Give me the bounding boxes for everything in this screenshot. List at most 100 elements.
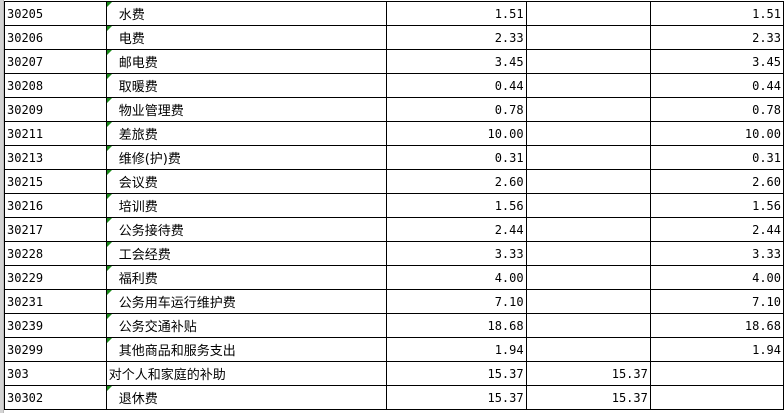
cell-amount-project[interactable]	[649, 361, 784, 386]
cell-name[interactable]: 邮电费	[105, 49, 387, 74]
cell-code[interactable]: 30239	[4, 313, 107, 338]
cell-code[interactable]: 30229	[4, 265, 107, 290]
text-number-indicator-icon	[107, 314, 112, 319]
cell-amount-basic[interactable]	[525, 193, 651, 218]
cell-name[interactable]: 会议费	[105, 169, 387, 194]
cell-name[interactable]: 公务接待费	[105, 217, 387, 242]
cell-amount-total[interactable]: 15.37	[385, 361, 527, 386]
cell-amount-project[interactable]: 3.45	[649, 49, 784, 74]
cell-code[interactable]: 30213	[4, 145, 107, 170]
cell-amount-total[interactable]: 0.31	[385, 145, 527, 170]
cell-amount-project[interactable]: 1.56	[649, 193, 784, 218]
cell-amount-total[interactable]: 10.00	[385, 121, 527, 146]
table-row: 303 对个人和家庭的补助 15.37 15.37	[4, 361, 784, 386]
cell-amount-project[interactable]: 18.68	[649, 313, 784, 338]
cell-amount-basic[interactable]	[525, 265, 651, 290]
cell-amount-basic[interactable]	[525, 217, 651, 242]
table-row: 30213 维修(护)费 0.31 0.31	[4, 145, 784, 170]
cell-amount-total[interactable]: 0.78	[385, 97, 527, 122]
cell-amount-basic[interactable]: 15.37	[525, 385, 651, 410]
cell-amount-total[interactable]: 7.10	[385, 289, 527, 314]
cell-amount-total[interactable]: 1.94	[385, 337, 527, 362]
cell-name[interactable]: 公务交通补贴	[105, 313, 387, 338]
cell-amount-total[interactable]: 2.33	[385, 25, 527, 50]
cell-amount-total[interactable]: 1.56	[385, 193, 527, 218]
cell-amount-basic[interactable]	[525, 313, 651, 338]
cell-code[interactable]: 303	[4, 361, 107, 386]
cell-name[interactable]: 对个人和家庭的补助	[105, 361, 387, 386]
cell-amount-project[interactable]: 4.00	[649, 265, 784, 290]
cell-amount-project[interactable]: 2.44	[649, 217, 784, 242]
text-number-indicator-icon	[107, 218, 112, 223]
cell-code[interactable]: 30228	[4, 241, 107, 266]
cell-code[interactable]: 30207	[4, 49, 107, 74]
cell-code[interactable]: 30208	[4, 73, 107, 98]
cell-amount-basic[interactable]	[525, 289, 651, 314]
cell-amount-total[interactable]: 1.51	[385, 1, 527, 26]
cell-amount-total[interactable]: 3.33	[385, 241, 527, 266]
cell-name[interactable]: 退休费	[105, 385, 387, 410]
table-row: 30217 公务接待费 2.44 2.44	[4, 217, 784, 242]
cell-amount-total[interactable]: 0.44	[385, 73, 527, 98]
cell-name[interactable]: 水费	[105, 1, 387, 26]
cell-amount-basic[interactable]: 15.37	[525, 361, 651, 386]
cell-code[interactable]: 30211	[4, 121, 107, 146]
cell-amount-project[interactable]: 10.00	[649, 121, 784, 146]
cell-code[interactable]: 30215	[4, 169, 107, 194]
cell-amount-total[interactable]: 2.44	[385, 217, 527, 242]
cell-amount-basic[interactable]	[525, 337, 651, 362]
cell-amount-basic[interactable]	[525, 25, 651, 50]
cell-code[interactable]: 30299	[4, 337, 107, 362]
table-row: 30207 邮电费 3.45 3.45	[4, 49, 784, 74]
text-number-indicator-icon	[107, 26, 112, 31]
text-number-indicator-icon	[107, 2, 112, 7]
cell-name[interactable]: 培训费	[105, 193, 387, 218]
cell-amount-basic[interactable]	[525, 121, 651, 146]
cell-amount-project[interactable]: 2.60	[649, 169, 784, 194]
cell-name[interactable]: 取暖费	[105, 73, 387, 98]
cell-code[interactable]: 30206	[4, 25, 107, 50]
cell-name[interactable]: 工会经费	[105, 241, 387, 266]
table-row: 30205 水费 1.51 1.51	[4, 1, 784, 26]
cell-amount-basic[interactable]	[525, 1, 651, 26]
cell-code[interactable]: 30205	[4, 1, 107, 26]
table-row: 30302 退休费 15.37 15.37	[4, 385, 784, 410]
cell-amount-project[interactable]: 0.31	[649, 145, 784, 170]
cell-name[interactable]: 电费	[105, 25, 387, 50]
cell-name[interactable]: 物业管理费	[105, 97, 387, 122]
cell-code[interactable]: 30209	[4, 97, 107, 122]
cell-code[interactable]: 30217	[4, 217, 107, 242]
cell-code[interactable]: 30231	[4, 289, 107, 314]
cell-amount-total[interactable]: 18.68	[385, 313, 527, 338]
cell-amount-project[interactable]: 1.94	[649, 337, 784, 362]
cell-amount-total[interactable]: 15.37	[385, 385, 527, 410]
text-number-indicator-icon	[107, 290, 112, 295]
cell-amount-project[interactable]: 3.33	[649, 241, 784, 266]
cell-amount-project[interactable]: 1.51	[649, 1, 784, 26]
cell-code[interactable]: 30302	[4, 385, 107, 410]
cell-name[interactable]: 公务用车运行维护费	[105, 289, 387, 314]
cell-name[interactable]: 其他商品和服务支出	[105, 337, 387, 362]
cell-amount-total[interactable]: 4.00	[385, 265, 527, 290]
cell-amount-basic[interactable]	[525, 145, 651, 170]
text-number-indicator-icon	[107, 50, 112, 55]
cell-name[interactable]: 差旅费	[105, 121, 387, 146]
cell-name[interactable]: 福利费	[105, 265, 387, 290]
cell-amount-basic[interactable]	[525, 169, 651, 194]
cell-amount-basic[interactable]	[525, 241, 651, 266]
cell-amount-project[interactable]	[649, 385, 784, 410]
cell-code[interactable]: 30216	[4, 193, 107, 218]
cell-amount-project[interactable]: 2.33	[649, 25, 784, 50]
cell-amount-project[interactable]: 0.78	[649, 97, 784, 122]
cell-amount-total[interactable]: 2.60	[385, 169, 527, 194]
cell-amount-basic[interactable]	[525, 97, 651, 122]
cell-amount-total[interactable]: 3.45	[385, 49, 527, 74]
cell-amount-project[interactable]: 0.44	[649, 73, 784, 98]
cell-amount-basic[interactable]	[525, 73, 651, 98]
text-number-indicator-icon	[107, 146, 112, 151]
text-number-indicator-icon	[107, 194, 112, 199]
text-number-indicator-icon	[107, 170, 112, 175]
cell-amount-basic[interactable]	[525, 49, 651, 74]
cell-name[interactable]: 维修(护)费	[105, 145, 387, 170]
cell-amount-project[interactable]: 7.10	[649, 289, 784, 314]
